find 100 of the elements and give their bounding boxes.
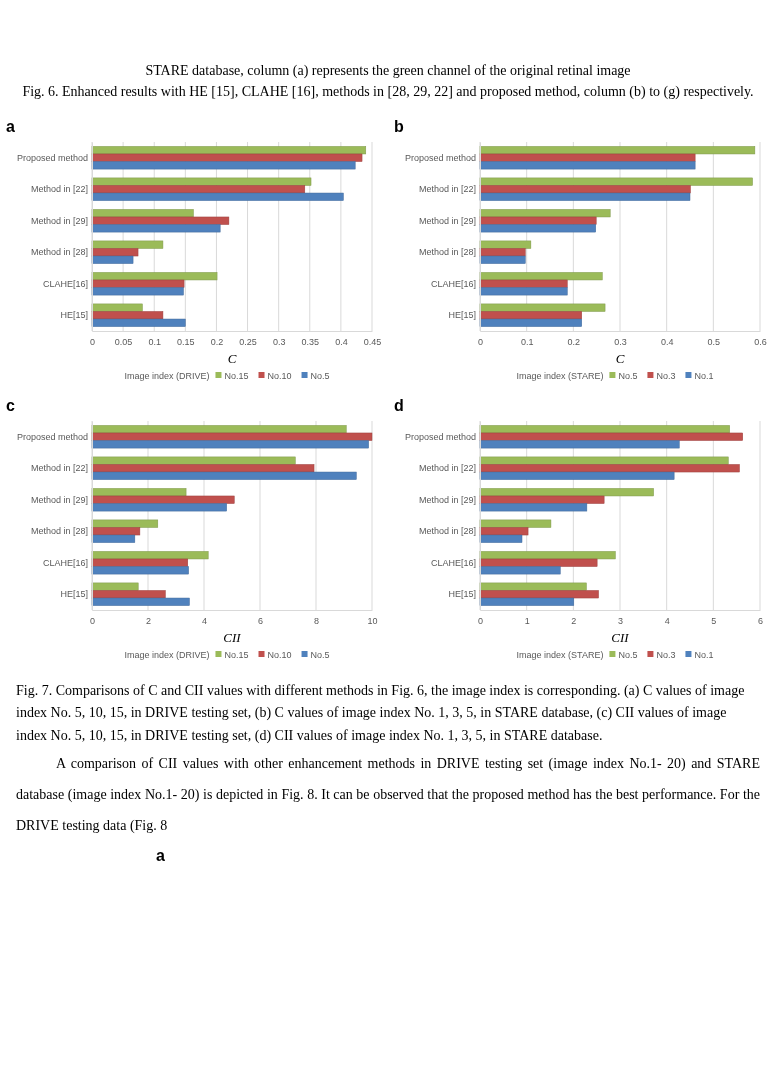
x-tick-label: 0 (89, 616, 96, 627)
bar (91, 185, 306, 194)
legend-label: No.5 (310, 649, 330, 660)
y-tick-label: Method in [29] (418, 494, 476, 505)
bar (91, 216, 230, 225)
bar (479, 279, 568, 288)
y-tick-label: CLAHE[16] (42, 278, 88, 289)
bar (479, 456, 729, 465)
x-tick-label: 0.05 (114, 337, 133, 348)
bar (91, 161, 356, 170)
bar (91, 495, 235, 504)
x-tick-label: 0 (89, 337, 96, 348)
legend-label: No.15 (224, 370, 249, 381)
legend-label: No.15 (224, 649, 249, 660)
bar (479, 208, 611, 217)
legend-label: No.3 (656, 649, 676, 660)
x-tick-label: 0.1 (520, 337, 534, 348)
x-tick-label: 0.5 (707, 337, 721, 348)
text: STARE database, column (a) represents the green channel of the original retinal image (144, 62, 632, 80)
bar (91, 318, 186, 327)
x-axis-title: C (227, 350, 237, 366)
x-tick-label: 0.3 (272, 337, 286, 348)
x-tick-label: 0.2 (210, 337, 224, 348)
legend-label: No.5 (310, 370, 330, 381)
bar (91, 303, 143, 312)
bar (91, 550, 209, 559)
bar (91, 192, 344, 201)
legend-label: No.1 (694, 370, 714, 381)
legend-title: Image index (DRIVE) (124, 370, 210, 381)
bar (91, 177, 312, 186)
bar (91, 471, 357, 480)
x-tick-label: 2 (145, 616, 152, 627)
bar (91, 287, 184, 296)
bar (91, 248, 139, 257)
y-tick-label: Proposed method (16, 431, 88, 442)
bar (479, 240, 532, 249)
bar (91, 456, 296, 465)
bar (91, 503, 227, 512)
bar (479, 224, 596, 233)
bar (479, 534, 523, 543)
bar (479, 519, 552, 528)
y-tick-label: CLAHE[16] (430, 278, 476, 289)
chart-title: d (394, 396, 404, 414)
y-tick-label: CLAHE[16] (42, 557, 88, 568)
bar (479, 318, 582, 327)
bar (479, 566, 561, 575)
bar (91, 440, 369, 449)
x-tick-label: 0.4 (335, 337, 348, 348)
bar (91, 527, 141, 536)
bar (479, 597, 575, 606)
x-tick-label: 6 (257, 616, 264, 627)
y-tick-label: Proposed method (404, 431, 476, 442)
y-tick-label: Method in [22] (418, 183, 476, 194)
bar (479, 153, 696, 162)
x-tick-label: 0.25 (239, 337, 257, 348)
y-tick-label: CLAHE[16] (430, 557, 476, 568)
bar (479, 311, 582, 320)
bar (91, 519, 159, 528)
bar (479, 432, 743, 441)
legend-label: No.1 (694, 649, 714, 660)
legend-label: No.5 (618, 370, 638, 381)
x-tick-label: 10 (367, 616, 378, 627)
x-tick-label: 0.15 (177, 337, 195, 348)
bar (479, 527, 529, 536)
legend-label: No.10 (267, 649, 292, 660)
bar (479, 287, 568, 296)
bar (479, 145, 756, 154)
legend-title: Image index (STARE) (516, 649, 604, 660)
y-tick-label: HE[15] (448, 309, 476, 320)
x-tick-label: 0 (477, 616, 484, 627)
bar (91, 597, 190, 606)
y-tick-label: HE[15] (60, 309, 88, 320)
x-tick-label: 0.3 (614, 337, 627, 348)
y-tick-label: Method in [22] (30, 462, 88, 473)
bar (479, 487, 654, 496)
y-tick-label: Proposed method (404, 152, 476, 163)
x-tick-label: 0 (477, 337, 484, 348)
chart-title: c (6, 396, 15, 414)
legend-title: Image index (DRIVE) (124, 649, 210, 660)
bar (91, 464, 315, 473)
bar (479, 248, 526, 257)
bar (479, 303, 606, 312)
bar (479, 177, 753, 186)
y-tick-label: Method in [29] (30, 494, 88, 505)
caption: Fig. 6. Enhanced results with HE [15], CLAHE [16], methods in [28, 29, 22] and proposed method, column (b) to (g) respectively. (21, 82, 755, 101)
bar (479, 471, 675, 480)
x-tick-label: 8 (313, 616, 320, 627)
text: A comparison of CII values with other enhancement methods in DRIVE testing set (image index No.1- 20) and STARE database (image index No.1- 20) is depicted in Fig. 8. It can be observed that the proposed method has the best performance. For the DRIVE testing data (Fig. 8 (16, 754, 760, 835)
x-tick-label: 0.1 (148, 337, 161, 348)
x-axis-title: CII (223, 629, 242, 645)
bar (479, 185, 691, 194)
x-tick-label: 4 (201, 616, 208, 627)
bar (479, 216, 597, 225)
bar (479, 440, 680, 449)
caption: Fig. 7. Comparisons of C and CII values with different methods in Fig. 6, the image index is corresponding. (a) C values of image index No. 5, 10, 15, in DRIVE testing set, (b) C values of image index No. 1, 3, 5, in STARE database, (c) CII values of image index No. 5, 10, 15, in DRIVE testing set, (d) CII values of image index No. 1, 3, 5, in STARE database. (16, 681, 746, 745)
x-tick-label: 5 (711, 616, 717, 627)
y-tick-label: Method in [22] (418, 462, 476, 473)
bar (479, 495, 605, 504)
legend-title: Image index (STARE) (516, 370, 604, 381)
y-tick-label: HE[15] (60, 588, 88, 599)
